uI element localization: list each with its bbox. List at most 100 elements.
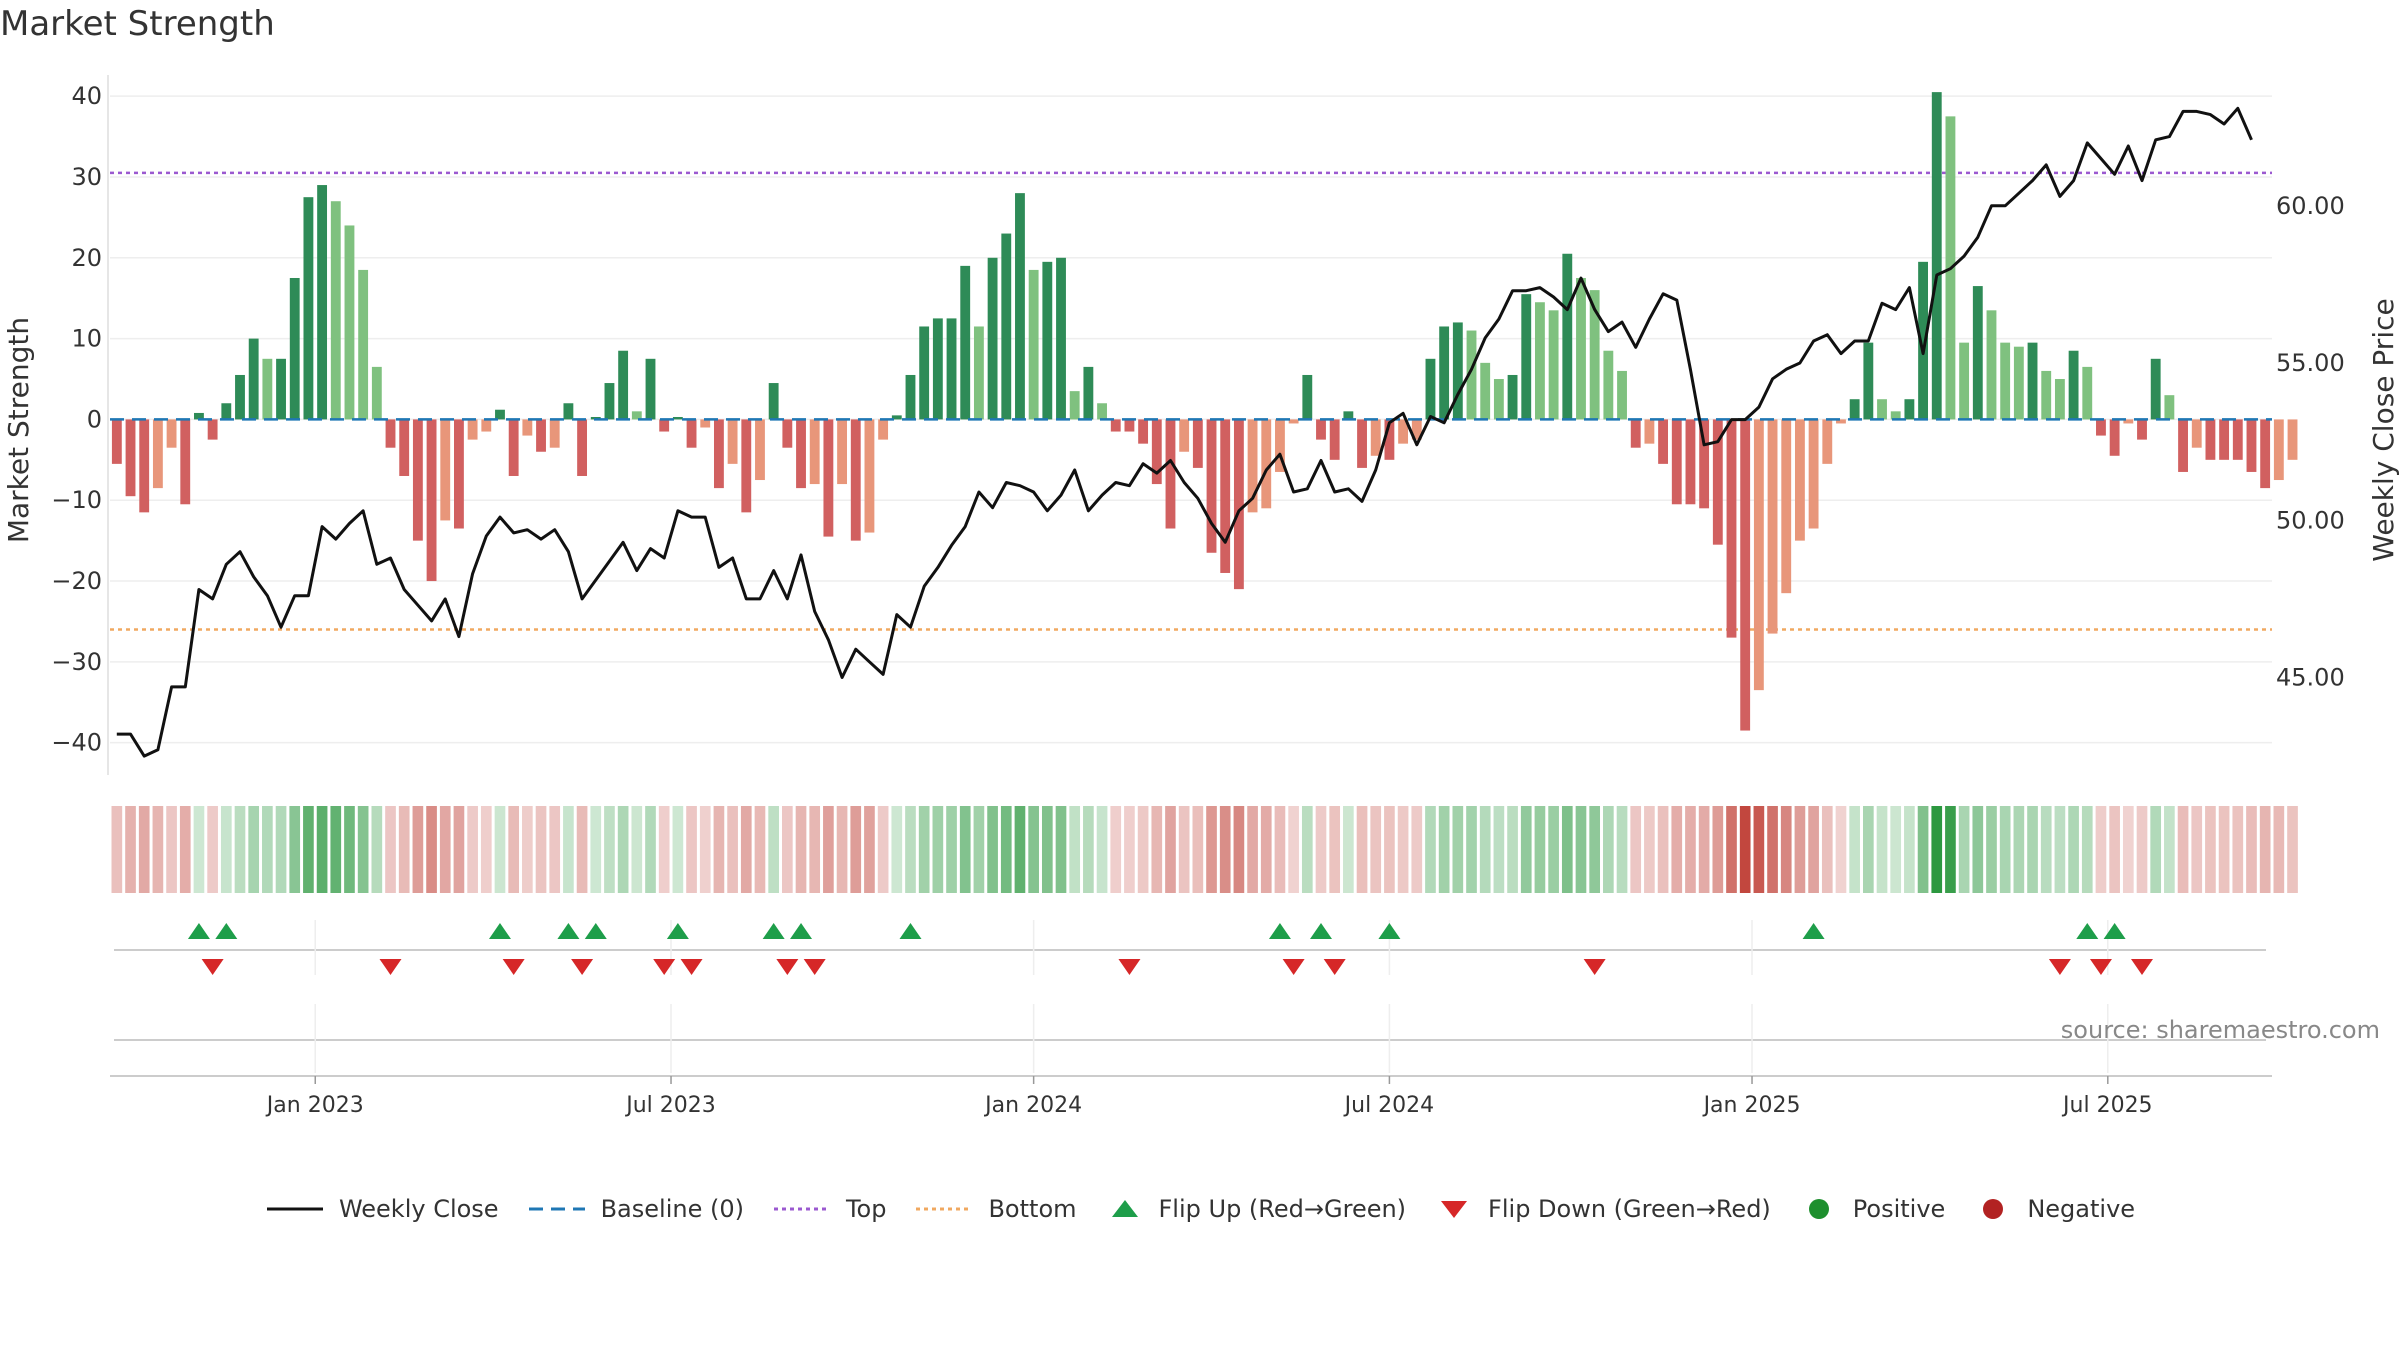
strength-bar — [577, 419, 588, 476]
strength-bar — [1083, 366, 1094, 420]
heat-cell — [453, 806, 465, 893]
flip-down-marker — [1323, 959, 1346, 975]
heat-cell — [877, 806, 889, 893]
strength-bar — [152, 419, 163, 489]
strength-bar — [536, 419, 546, 452]
strength-bar — [2191, 419, 2202, 448]
flip-down-marker — [653, 959, 676, 975]
heat-cell — [275, 806, 287, 893]
heat-cell — [1630, 806, 1642, 893]
strength-bar — [1617, 370, 1627, 420]
heat-cell — [1904, 806, 1915, 893]
strength-bar — [782, 419, 793, 448]
heat-cell — [1808, 806, 1819, 893]
heat-cell — [2287, 806, 2298, 893]
strength-bar — [1001, 233, 1012, 420]
heat-cell — [1260, 806, 1272, 893]
x-tick-label: Jul 2025 — [2061, 1093, 2153, 1118]
flip-down-marker — [2089, 959, 2112, 975]
heat-cell — [1397, 806, 1409, 893]
strength-bar — [235, 374, 245, 420]
flip-up-marker — [215, 923, 238, 939]
strength-bar — [1904, 399, 1915, 420]
strength-bar — [2109, 419, 2120, 456]
heat-cell — [522, 806, 533, 893]
flip-up-marker — [584, 923, 607, 939]
heat-cell — [480, 806, 492, 893]
strength-bar — [631, 411, 642, 420]
heat-cell — [1041, 806, 1053, 893]
strength-bar — [276, 358, 286, 420]
heat-cell — [2040, 806, 2052, 893]
strength-bar — [1863, 342, 1874, 420]
heat-cell — [1698, 806, 1710, 893]
strength-bar — [221, 403, 232, 420]
strength-bar — [1849, 399, 1860, 420]
heat-cell — [385, 806, 396, 893]
strength-bar — [1794, 419, 1805, 541]
strength-bar — [371, 366, 382, 420]
flip-down-marker — [2048, 959, 2071, 975]
legend-weekly-close: Weekly Close — [265, 1195, 499, 1223]
x-tick-label: Jul 2024 — [1343, 1093, 1435, 1118]
strength-bar — [139, 419, 150, 513]
strength-bar — [1480, 362, 1491, 420]
strength-bar — [1822, 419, 1833, 464]
legend-top: Top — [772, 1195, 886, 1223]
heat-cell — [590, 806, 602, 893]
heat-cell — [1178, 806, 1190, 893]
strength-bar — [713, 419, 724, 489]
heat-cell — [1206, 806, 1217, 893]
strength-bar — [1028, 269, 1039, 420]
strength-bar — [1233, 419, 1244, 590]
strength-bar — [932, 318, 943, 420]
strength-bar — [317, 185, 328, 420]
heat-cell — [1780, 806, 1792, 893]
heat-cell — [727, 806, 738, 893]
strength-bar — [1836, 419, 1846, 424]
heat-cell — [1479, 806, 1491, 893]
heat-cell — [645, 806, 656, 893]
strength-bar — [1808, 419, 1819, 529]
legend-label: Weekly Close — [338, 1195, 499, 1223]
strength-bar — [2082, 366, 2093, 420]
strength-bar — [727, 419, 738, 464]
flip-down-marker — [571, 959, 594, 975]
x-tick-label: Jul 2023 — [624, 1093, 716, 1118]
heat-cell — [2081, 806, 2093, 893]
strength-bar — [1959, 342, 1970, 420]
strength-bar — [467, 419, 478, 440]
heat-cell — [1370, 806, 1382, 893]
heat-cell — [193, 806, 205, 893]
heat-cell — [1014, 806, 1026, 893]
heat-cell — [1493, 806, 1505, 893]
strength-bar — [1877, 399, 1887, 420]
strength-bar — [1548, 310, 1559, 420]
heat-cell — [1561, 806, 1573, 893]
strength-bar — [508, 419, 519, 476]
strength-bar — [1425, 358, 1436, 420]
legend-flip-down: Flip Down (Green→Red) — [1434, 1195, 1771, 1223]
heat-cell — [1055, 806, 1067, 893]
y-tick-label: −10 — [51, 486, 102, 514]
heat-cell — [398, 806, 410, 893]
flip-up-marker — [1378, 923, 1401, 939]
strength-bar — [2260, 419, 2271, 489]
strength-bar — [1192, 419, 1203, 468]
strength-bar — [659, 419, 670, 432]
strength-bar — [2137, 419, 2147, 440]
legend-label: Flip Up (Red→Green) — [1158, 1195, 1407, 1223]
legend-label: Flip Down (Green→Red) — [1488, 1195, 1771, 1223]
heat-cell — [179, 806, 191, 893]
strength-bar — [1329, 419, 1340, 460]
strength-bar — [973, 326, 984, 420]
heat-cell — [289, 806, 301, 893]
heat-cell — [2027, 806, 2038, 893]
heat-cell — [2109, 806, 2120, 893]
heat-cell — [946, 806, 957, 893]
strength-bar — [1972, 286, 1983, 420]
flip-up-marker — [187, 923, 210, 939]
heat-cell — [1110, 806, 1122, 893]
heat-cell — [1945, 806, 1956, 893]
strength-bar — [1658, 419, 1669, 464]
